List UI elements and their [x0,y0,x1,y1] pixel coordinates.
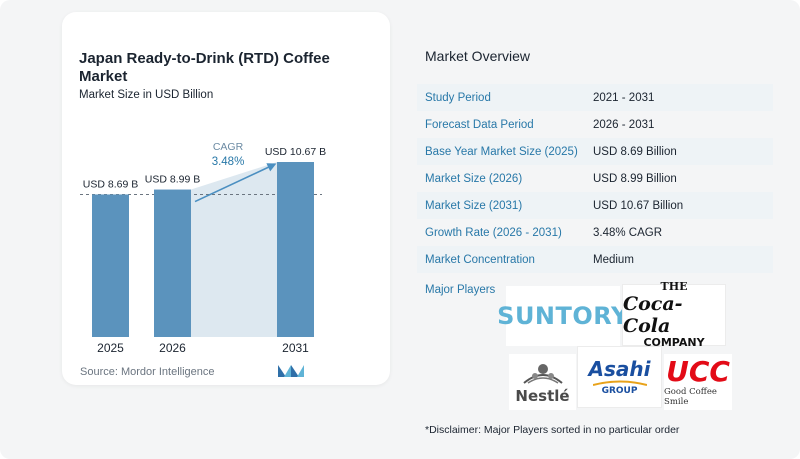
suntory-logo-text: SUNTORY [497,302,629,330]
overview-row-label: Market Size (2031) [425,199,523,212]
overview-row: Growth Rate (2026 - 2031) 3.48% CAGR [417,219,773,246]
x-tick-label: 2031 [282,341,309,355]
nestle-logo: Nestlé [509,354,576,410]
coca-cola-company-text: COMPANY [643,336,705,349]
asahi-logo-text: Asahi [588,357,651,381]
ucc-logo: UCC Good Coffee Smile [664,354,732,410]
bar-data-label: USD 8.99 B [145,174,200,186]
bar-2031 [277,162,314,337]
overview-row-value: USD 8.69 Billion [593,145,677,158]
asahi-group-text: GROUP [601,386,638,396]
overview-row-label: Market Size (2026) [425,172,523,185]
coca-cola-script-text: Coca-Cola [623,293,683,337]
overview-row: Study Period 2021 - 2031 [417,84,773,111]
overview-row-value: 3.48% CAGR [593,226,663,239]
overview-row-value: Medium [593,253,634,266]
overview-row-label: Growth Rate (2026 - 2031) [425,226,562,239]
overview-row-value: USD 8.99 Billion [593,172,677,185]
overview-row: Market Size (2031) USD 10.67 Billion [417,192,773,219]
ucc-tagline-text: Good Coffee Smile [664,387,717,407]
cagr-arrow [194,165,272,203]
bars-layer: USD 8.69 B 2025 USD 8.99 B 2026 USD 10.67 B 2… [83,146,326,355]
coca-cola-the-text: THE [660,280,688,293]
overview-row: Base Year Market Size (2025) USD 8.69 Bil… [417,138,773,165]
asahi-logo: Asahi GROUP [577,346,662,408]
source-note: Source: Mordor Intelligence [80,366,215,378]
x-tick-label: 2025 [97,341,124,355]
bar-2025 [92,194,129,337]
chart-title: Japan Ready-to-Drink (RTD) Coffee Market [79,50,330,85]
asahi-swoosh-icon [592,380,647,386]
overview-row: Forecast Data Period 2026 - 2031 [417,111,773,138]
cagr-arrowhead-icon [266,163,277,172]
bar-2026 [154,189,191,337]
major-players-label: Major Players [425,284,496,296]
x-tick-label: 2026 [159,341,186,355]
overview-row: Market Concentration Medium [417,246,773,273]
disclaimer: *Disclaimer: Major Players sorted in no … [425,424,680,436]
bar-data-label: USD 10.67 B [265,146,326,158]
cagr-value: 3.48% [212,156,245,168]
nestle-nest-icon [522,364,563,384]
chart-subtitle: Market Size in USD Billion [79,89,214,101]
market-overview-title: Market Overview [425,48,531,64]
overview-row-label: Market Concentration [425,253,535,266]
suntory-logo: SUNTORY [497,286,628,346]
ucc-logo-text: UCC [666,355,730,388]
overview-row-value: USD 10.67 Billion [593,199,684,212]
overview-row: Market Size (2026) USD 8.99 Billion [417,165,773,192]
cagr-label: CAGR [213,141,244,153]
overview-row-label: Study Period [425,91,491,104]
overview-row-label: Base Year Market Size (2025) [425,145,578,158]
overview-row-label: Forecast Data Period [425,118,534,131]
nestle-logo-text: Nestlé [515,387,570,405]
mordor-intelligence-logo-icon [278,365,304,377]
bar-data-label: USD 8.69 B [83,178,138,190]
cagr-shaded-region [191,162,277,337]
overview-row-value: 2021 - 2031 [593,91,655,104]
bar-chart: USD 8.69 B 2025 USD 8.99 B 2026 USD 10.67 B 2… [80,141,326,355]
coca-cola-logo: THE Coca-Cola COMPANY [622,280,726,349]
overview-row-value: 2026 - 2031 [593,118,655,131]
